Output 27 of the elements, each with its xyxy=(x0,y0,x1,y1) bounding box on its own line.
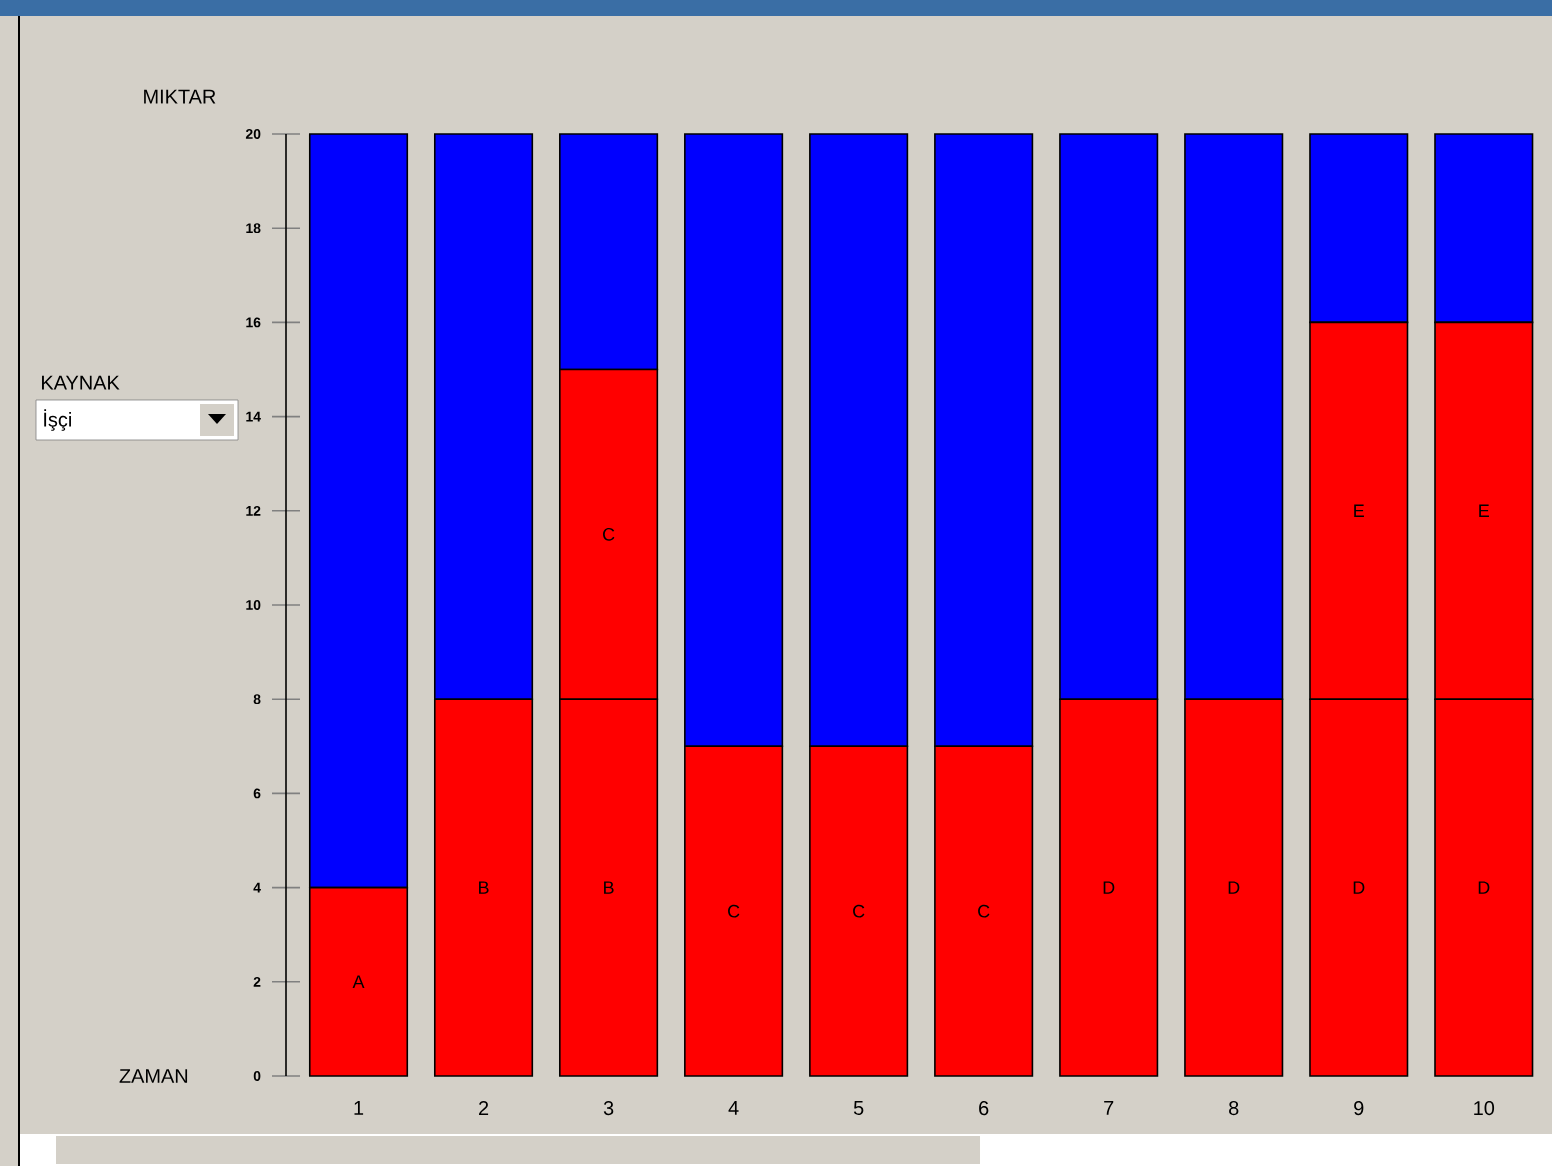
x-tick-label: 7 xyxy=(1104,1101,1114,1115)
x-tick-label: 10 xyxy=(1474,1101,1495,1116)
data-label: C xyxy=(978,904,990,918)
y-axis-title: MIKTAR xyxy=(144,89,216,104)
data-label: B xyxy=(604,881,614,894)
x-tick-label: 2 xyxy=(479,1101,489,1115)
data-label: D xyxy=(1103,881,1115,894)
data-label: E xyxy=(1354,504,1364,517)
x-tick-label: 3 xyxy=(603,1101,614,1116)
data-label: D xyxy=(1478,881,1490,894)
x-tick-label: 6 xyxy=(979,1101,989,1116)
data-label: C xyxy=(853,904,865,918)
x-tick-label: 1 xyxy=(354,1101,364,1115)
x-tick-label: 8 xyxy=(1229,1101,1239,1116)
data-label: A xyxy=(352,975,365,988)
data-label: E xyxy=(1479,504,1489,517)
data-label: B xyxy=(479,881,489,894)
data-label: C xyxy=(603,527,615,541)
data-label: D xyxy=(1228,881,1240,894)
x-tick-label: 9 xyxy=(1354,1101,1364,1116)
x-tick-label: 4 xyxy=(728,1101,739,1115)
text: İşçi xyxy=(44,409,71,431)
data-label: D xyxy=(1353,881,1365,894)
x-axis-title: ZAMAN xyxy=(119,1069,188,1083)
text: KAYNAK xyxy=(42,375,120,390)
data-label: C xyxy=(728,904,740,918)
x-tick-label: 5 xyxy=(853,1101,864,1115)
